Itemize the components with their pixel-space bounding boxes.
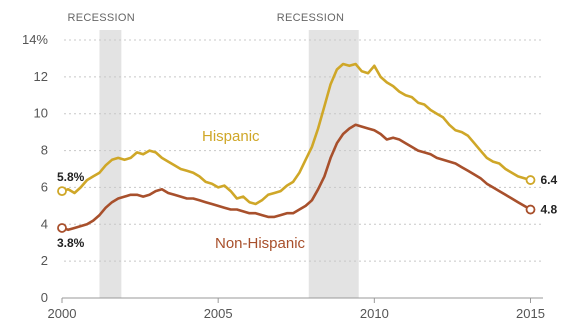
recession-band — [99, 30, 122, 298]
y-tick-label: 4 — [41, 216, 48, 231]
start-value-label: 5.8% — [57, 170, 85, 184]
series-name-label: Non-Hispanic — [215, 235, 306, 252]
x-tick-label: 2010 — [360, 306, 389, 321]
start-point-marker — [57, 186, 67, 197]
grid-lines — [61, 39, 543, 303]
x-tick-label: 2000 — [48, 306, 77, 321]
labels: 0 2 4 6 8 10 12 14% 2000 2005 2010 2015 5.8% 6.4 Hispa… — [22, 32, 558, 321]
x-tick-label: 2015 — [516, 306, 545, 321]
recession-bands: RECESSION RECESSION — [67, 12, 359, 298]
y-tick-label: 8 — [41, 143, 48, 158]
end-point-marker — [525, 175, 536, 185]
x-tick-label: 2005 — [204, 306, 233, 321]
series-name-label: Hispanic — [202, 128, 260, 145]
recession-label: RECESSION — [277, 12, 345, 24]
end-value-label: 4.8 — [541, 203, 558, 217]
y-tick-label: 14% — [22, 32, 48, 47]
start-point-marker — [57, 223, 67, 233]
series-line-non-hispanic — [61, 123, 532, 232]
y-tick-label: 0 — [41, 290, 48, 305]
series-line-hispanic — [61, 62, 531, 206]
end-point-marker — [525, 204, 536, 215]
start-value-label: 3.8% — [57, 236, 85, 250]
recession-label: RECESSION — [67, 12, 135, 24]
series-lines — [57, 62, 536, 233]
recession-band — [308, 30, 359, 298]
end-value-label: 6.4 — [541, 173, 558, 187]
y-tick-label: 10 — [34, 106, 48, 121]
y-tick-label: 6 — [41, 179, 48, 194]
y-tick-label: 12 — [34, 69, 48, 84]
y-tick-label: 2 — [41, 253, 48, 268]
